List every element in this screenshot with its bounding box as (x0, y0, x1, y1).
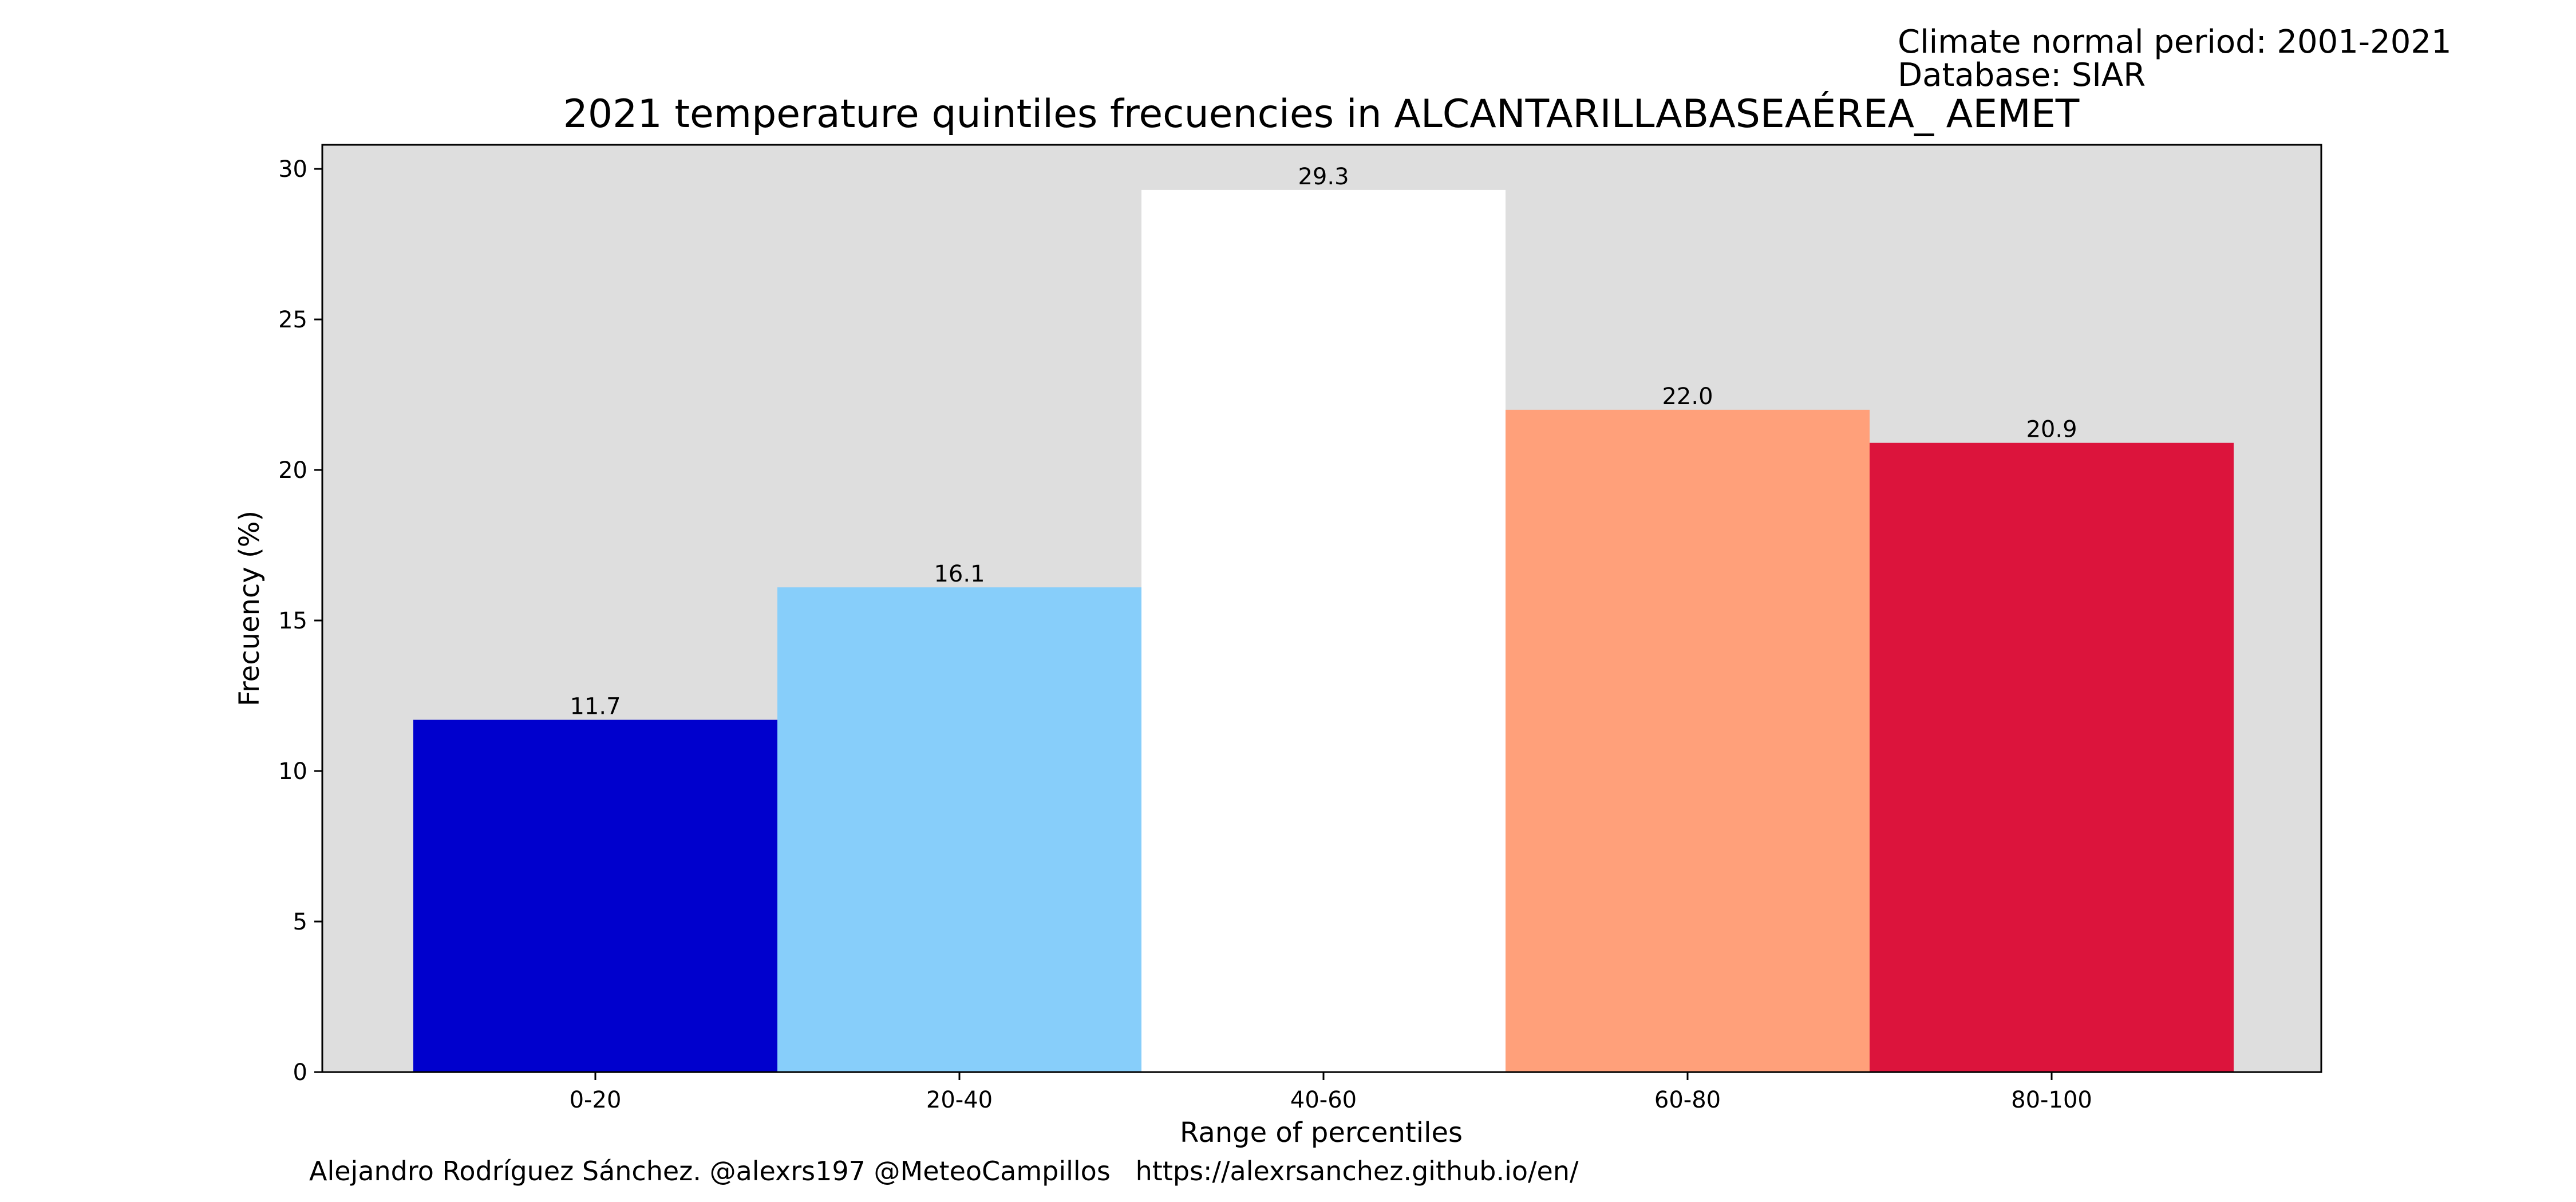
x-tick-label: 60-80 (1654, 1087, 1721, 1113)
bar-value-label: 11.7 (570, 694, 621, 720)
bar-20-40 (777, 587, 1141, 1072)
x-tick-label: 20-40 (926, 1087, 993, 1113)
bar-80-100 (1870, 442, 2234, 1072)
database-text: Database: SIAR (1898, 57, 2146, 94)
bar-40-60 (1141, 189, 1506, 1072)
y-axis-label: Frecuency (%) (234, 511, 266, 706)
y-tick-label: 20 (278, 457, 307, 484)
bar-value-labels: 11.7 16.1 29.3 22.0 20.9 (570, 164, 2077, 720)
bar-value-label: 29.3 (1298, 164, 1349, 190)
y-axis-ticks: 0 5 10 15 20 25 30 (278, 156, 322, 1086)
y-tick-label: 10 (278, 758, 307, 785)
climate-period-text: Climate normal period: 2001-2021 (1898, 23, 2452, 61)
bar-value-label: 16.1 (934, 561, 985, 587)
x-tick-label: 0-20 (570, 1087, 622, 1113)
bar-value-label: 20.9 (2026, 417, 2077, 443)
y-tick-label: 5 (293, 909, 307, 935)
x-axis-label: Range of percentiles (1180, 1117, 1463, 1149)
y-tick-label: 25 (278, 307, 307, 333)
y-tick-label: 0 (293, 1059, 307, 1086)
bar-0-20 (413, 719, 777, 1072)
bars-group (413, 189, 2234, 1072)
x-axis-ticks: 0-20 20-40 40-60 60-80 80-100 (570, 1072, 2092, 1113)
plot-frame (321, 144, 2322, 1073)
bar-value-label: 22.0 (1662, 383, 1713, 410)
chart-title: 2021 temperature quintiles frecuencies i… (563, 91, 2080, 137)
credits-text: Alejandro Rodríguez Sánchez. @alexrs197 … (309, 1156, 1579, 1187)
x-tick-label: 40-60 (1290, 1087, 1357, 1113)
y-tick-label: 15 (278, 608, 307, 634)
y-tick-label: 30 (278, 156, 307, 183)
x-tick-label: 80-100 (2011, 1087, 2092, 1113)
bar-60-80 (1506, 409, 1870, 1072)
